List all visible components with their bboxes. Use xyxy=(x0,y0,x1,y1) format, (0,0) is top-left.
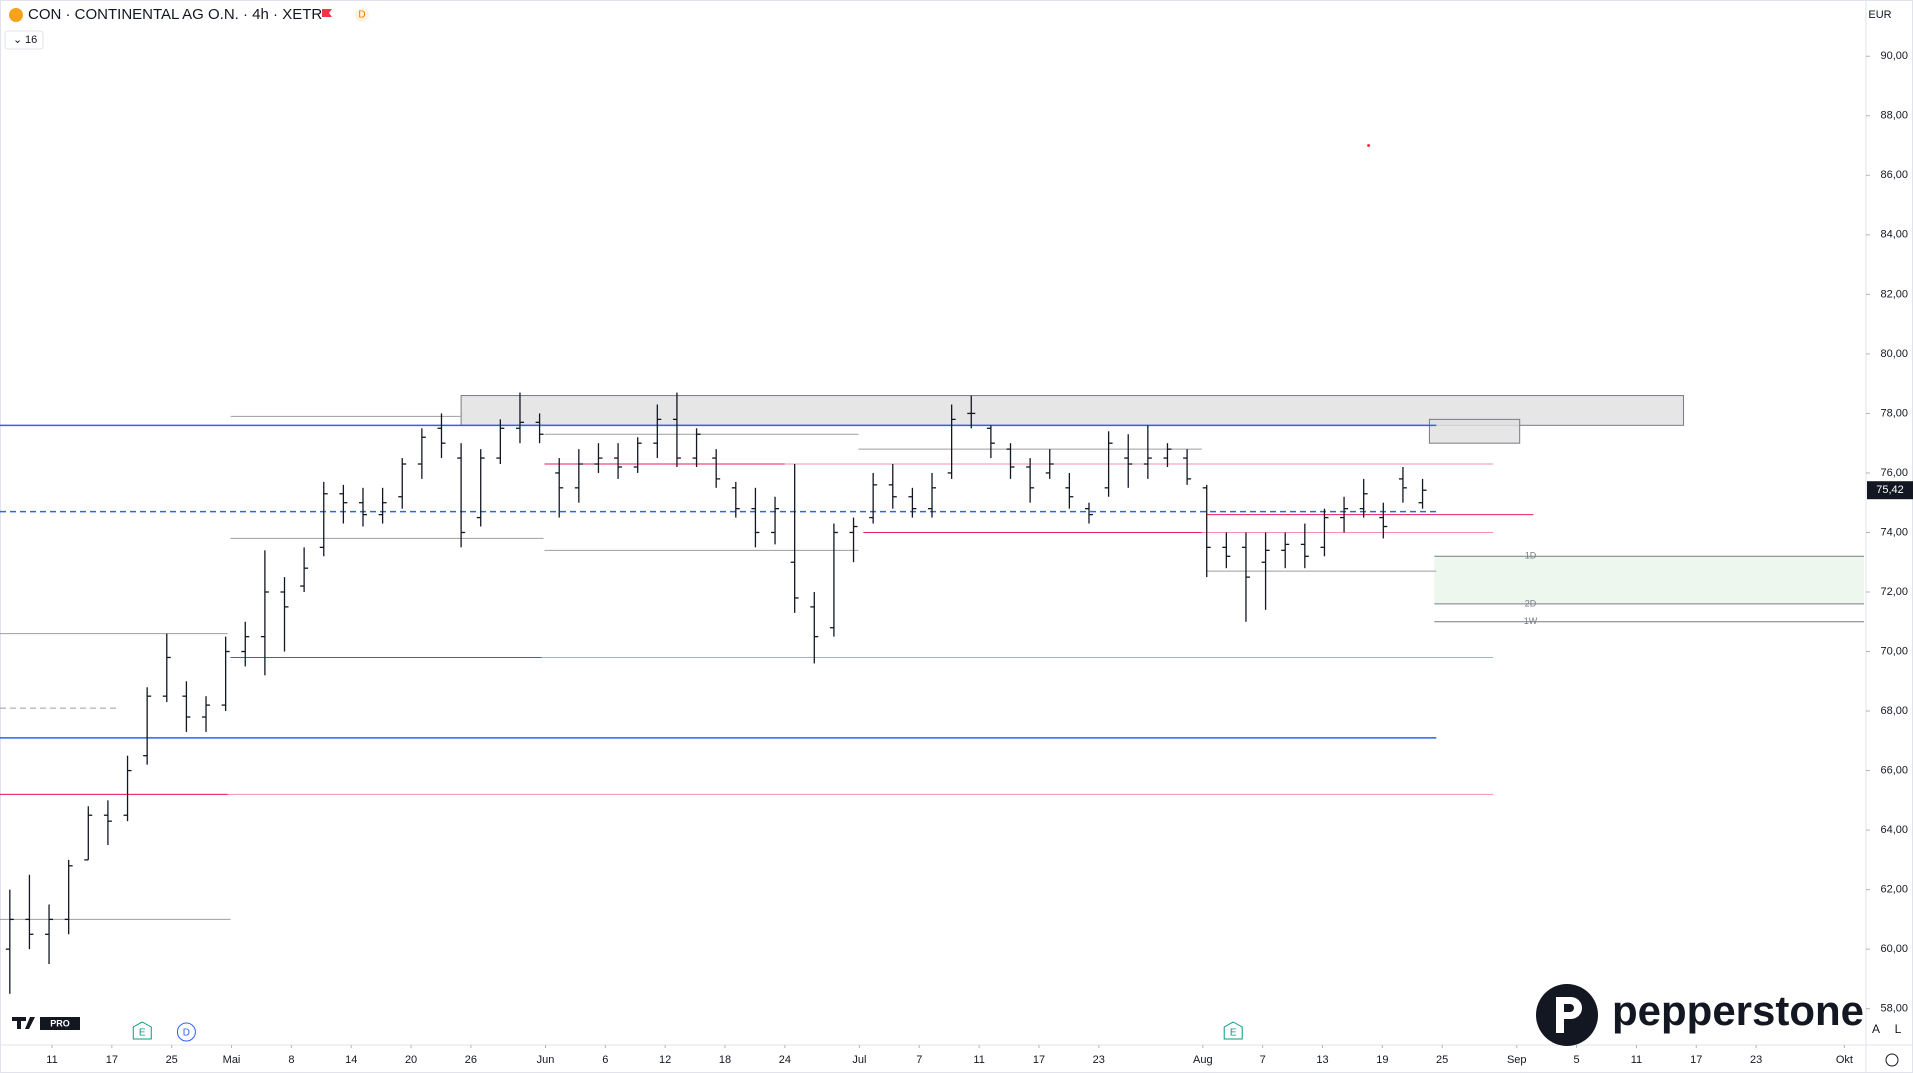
x-tick-label: 13 xyxy=(1316,1054,1328,1066)
pro-badge xyxy=(40,1017,80,1030)
x-tick-label: Jul xyxy=(852,1054,866,1066)
flag-icon xyxy=(322,9,332,17)
x-tick-label: 23 xyxy=(1093,1054,1105,1066)
marked-level-label: 2D xyxy=(1525,598,1537,608)
x-tick-label: 11 xyxy=(46,1054,57,1066)
pro-text: PRO xyxy=(50,1018,70,1028)
settings-icon[interactable] xyxy=(1885,1053,1899,1067)
y-tick-label: 72,00 xyxy=(1880,586,1908,598)
x-tick-label: 26 xyxy=(465,1054,477,1066)
x-tick-label: 6 xyxy=(602,1054,608,1066)
x-tick-label: Sep xyxy=(1507,1054,1527,1066)
x-tick-label: 25 xyxy=(166,1054,178,1066)
x-tick-label: 25 xyxy=(1436,1054,1448,1066)
marker-dot xyxy=(1367,144,1371,148)
y-tick-label: 90,00 xyxy=(1880,50,1908,62)
x-tick-label: 12 xyxy=(659,1054,671,1066)
brand-name: pepperstone xyxy=(1612,987,1864,1034)
event-shape xyxy=(176,1022,196,1042)
event-badge[interactable]: E xyxy=(1223,1021,1243,1040)
y-tick-label: 80,00 xyxy=(1880,348,1908,360)
x-tick-label: Mai xyxy=(223,1054,241,1066)
event-badge[interactable]: D xyxy=(176,1022,196,1042)
x-tick-label: 23 xyxy=(1750,1054,1762,1066)
x-tick-label: 17 xyxy=(1690,1054,1702,1066)
x-tick-label: 7 xyxy=(916,1054,922,1066)
x-tick-label: 18 xyxy=(719,1054,731,1066)
y-tick-label: 64,00 xyxy=(1880,824,1908,836)
interval-badge-bg xyxy=(355,8,369,22)
y-tick-label: 82,00 xyxy=(1880,288,1908,300)
brand-logo-p xyxy=(1556,997,1582,1033)
y-tick-label: 76,00 xyxy=(1880,467,1908,479)
x-tick-label: 17 xyxy=(1033,1054,1045,1066)
y-tick-label: 66,00 xyxy=(1880,764,1908,776)
tv-logo: PRO xyxy=(12,1017,80,1030)
y-tick-label: 62,00 xyxy=(1880,884,1908,896)
x-tick-label: 11 xyxy=(973,1054,984,1066)
y-tick-label: 74,00 xyxy=(1880,526,1908,538)
x-tick-label: 20 xyxy=(405,1054,417,1066)
tv-logo-mark xyxy=(12,1017,35,1029)
y-tick-label: 58,00 xyxy=(1880,1003,1908,1015)
y-tick-label: 78,00 xyxy=(1880,407,1908,419)
zone xyxy=(1428,418,1521,444)
x-tick-label: 8 xyxy=(288,1054,294,1066)
scale-log[interactable]: L xyxy=(1895,1022,1902,1036)
x-tick-label: 14 xyxy=(345,1054,357,1066)
x-tick-label: 7 xyxy=(1260,1054,1266,1066)
zone xyxy=(1434,556,1865,604)
y-tick-label: 86,00 xyxy=(1880,169,1908,181)
x-tick-label: 5 xyxy=(1574,1054,1580,1066)
x-tick-label: 19 xyxy=(1376,1054,1388,1066)
y-tick-label: 68,00 xyxy=(1880,705,1908,717)
x-tick-label: Jun xyxy=(537,1054,555,1066)
x-tick-label: 17 xyxy=(106,1054,118,1066)
x-tick-label: Okt xyxy=(1836,1054,1853,1066)
y-tick-label: 70,00 xyxy=(1880,645,1908,657)
x-tick-label: Aug xyxy=(1193,1054,1213,1066)
x-tick-label: 24 xyxy=(779,1054,791,1066)
y-tick-label: 84,00 xyxy=(1880,229,1908,241)
indicator-chevron: ⌄ xyxy=(13,34,22,46)
scale-auto[interactable]: A xyxy=(1872,1022,1880,1036)
indicator-toggle[interactable] xyxy=(4,30,44,50)
last-price-box xyxy=(1867,481,1913,500)
chart-title: CON · CONTINENTAL AG O.N. · 4h · XETR xyxy=(28,6,322,23)
event-label: E xyxy=(1230,1028,1237,1039)
marked-level-label: 1D xyxy=(1525,551,1537,561)
event-label: E xyxy=(139,1028,146,1039)
y-tick-label: 60,00 xyxy=(1880,943,1908,955)
symbol-icon xyxy=(9,8,23,22)
brand: pepperstone xyxy=(1536,984,1864,1046)
event-label: D xyxy=(183,1028,190,1039)
event-shape xyxy=(132,1021,152,1040)
interval-badge[interactable]: D xyxy=(358,10,365,21)
event-badge[interactable]: E xyxy=(132,1021,152,1040)
y-tick-label: 88,00 xyxy=(1880,110,1908,122)
event-shape xyxy=(1223,1021,1243,1040)
x-tick-label: 11 xyxy=(1631,1054,1642,1066)
indicator-count: 16 xyxy=(25,34,37,46)
marked-level-label: 1W xyxy=(1524,616,1538,626)
last-price-label: 75,42 xyxy=(1876,484,1904,496)
currency[interactable]: EUR xyxy=(1868,9,1891,21)
